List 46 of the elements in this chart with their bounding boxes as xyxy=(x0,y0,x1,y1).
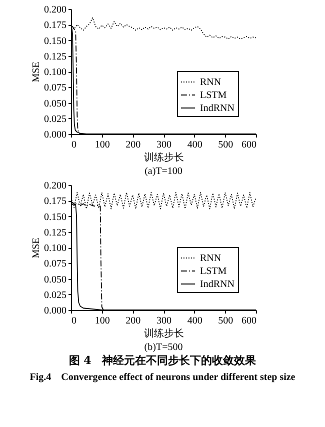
x-tick-label: 600 xyxy=(242,316,256,326)
y-tick-label: 0.150 xyxy=(44,36,66,47)
x-tick-label: 0 xyxy=(72,316,76,326)
y-tick-label: 0.000 xyxy=(44,130,66,140)
y-tick-label: 0.125 xyxy=(44,227,66,238)
y-tick-label: 0.000 xyxy=(44,306,66,316)
y-axis-title: MSE xyxy=(31,238,42,258)
y-tick-label: 0.100 xyxy=(44,67,66,78)
text: (b)T=500 xyxy=(144,342,183,353)
text: (a)T=100 xyxy=(144,166,182,177)
x-tick-label: 300 xyxy=(156,316,172,326)
x-tick-label: 100 xyxy=(94,140,110,150)
caption: 图 4 神经元在不同步长下的收敛效果 xyxy=(68,353,258,368)
x-tick-label: 500 xyxy=(218,140,234,150)
x-tick-label: 200 xyxy=(126,316,141,326)
y-tick-label: 0.050 xyxy=(44,98,66,110)
x-tick-label: 600 xyxy=(242,140,256,150)
y-tick-label: 0.200 xyxy=(44,4,66,16)
y-tick-label: 0.050 xyxy=(44,274,66,286)
y-tick-label: 0.125 xyxy=(44,51,66,62)
x-tick-label: 0 xyxy=(72,140,76,150)
caption: Fig.4 Convergence effect of neurons under different step size xyxy=(28,371,296,384)
legend-label: LSTM xyxy=(200,90,227,101)
legend-label: IndRNN xyxy=(200,103,234,114)
y-tick-label: 0.025 xyxy=(44,114,66,125)
y-tick-label: 0.175 xyxy=(44,20,66,32)
y-tick-label: 0.175 xyxy=(44,196,66,208)
x-tick-label: 200 xyxy=(126,140,141,150)
x-tick-label: 400 xyxy=(187,140,202,150)
y-tick-label: 0.075 xyxy=(44,82,66,94)
legend-label: IndRNN xyxy=(200,279,234,290)
legend-label: LSTM xyxy=(200,266,227,277)
x-tick-label: 400 xyxy=(187,316,202,326)
x-tick-label: 100 xyxy=(94,316,110,326)
legend-label: RNN xyxy=(200,77,222,88)
x-tick-label: 500 xyxy=(218,316,234,326)
y-tick-label: 0.025 xyxy=(44,290,66,301)
x-axis-title: 训练步长 xyxy=(144,328,184,340)
y-tick-label: 0.200 xyxy=(44,180,66,192)
x-axis-title: 训练步长 xyxy=(144,152,184,164)
y-tick-label: 0.100 xyxy=(44,243,66,254)
x-tick-label: 300 xyxy=(156,140,172,150)
y-tick-label: 0.150 xyxy=(44,212,66,223)
legend-label: RNN xyxy=(200,253,222,264)
y-tick-label: 0.075 xyxy=(44,258,66,270)
y-axis-title: MSE xyxy=(31,62,42,82)
